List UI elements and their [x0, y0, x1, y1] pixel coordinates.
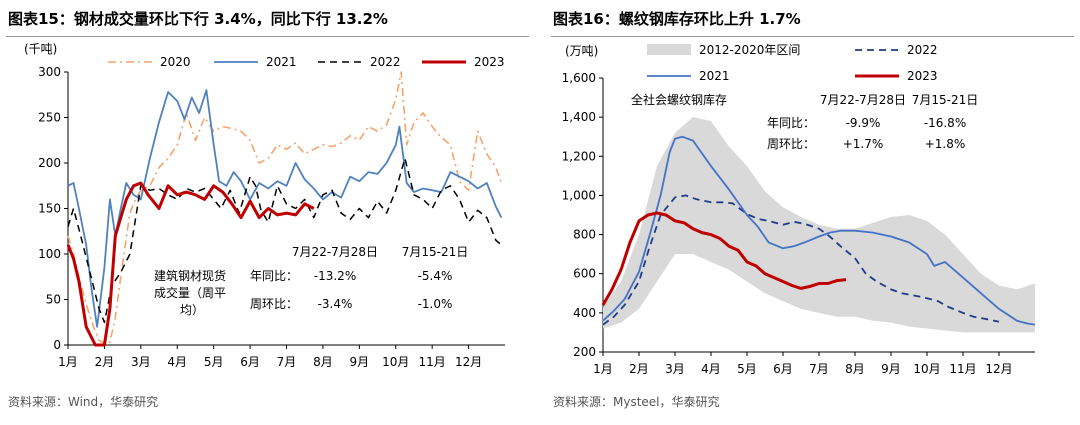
- right-x-tick-label: 12月: [985, 362, 1012, 376]
- right-y-axis-label: (万吨): [565, 44, 598, 58]
- left-y-tick-label: 300: [38, 65, 61, 79]
- left-y-tick-label: 250: [38, 111, 61, 125]
- left-annotation-yoy-b: -5.4%: [418, 269, 453, 283]
- right-legend-label-band: 2012-2020年区间: [699, 43, 800, 57]
- right-legend-label-2022: 2022: [907, 43, 938, 57]
- left-figure-title: 图表15：钢材成交量环比下行 3.4%，同比下行 13.2%: [8, 10, 388, 28]
- left-y-tick-label: 0: [53, 338, 61, 352]
- left-y-tick-label: 200: [38, 156, 61, 170]
- right-annotation-label: 全社会螺纹钢库存: [631, 92, 727, 107]
- right-annotation-header-a: 7月22-7月28日: [820, 93, 906, 107]
- left-x-tick-label: 11月: [419, 355, 446, 369]
- right-title-rule: [551, 36, 1074, 37]
- left-annotation-header-a: 7月22-7月28日: [292, 245, 378, 259]
- left-y-tick-label: 150: [38, 202, 61, 216]
- left-annotation-wow-a: -3.4%: [318, 297, 353, 311]
- right-y-tick-label: 1,000: [562, 188, 596, 202]
- right-series-2023-line: [601, 211, 847, 306]
- left-annotation-wow-b: -1.0%: [418, 297, 453, 311]
- left-legend-label-2022: 2022: [370, 55, 401, 69]
- left-series-2022-line: [67, 157, 502, 324]
- left-annotation-indicator-1: 建筑钢材现货: [154, 268, 226, 283]
- right-y-tick-label: 1,400: [562, 110, 596, 124]
- right-y-tick-label: 400: [573, 306, 596, 320]
- left-y-axis-label: (千吨): [24, 42, 57, 56]
- right-y-tick-label: 800: [573, 228, 596, 242]
- left-x-tick-label: 5月: [204, 355, 224, 369]
- right-y-tick-label: 1,600: [562, 71, 596, 85]
- right-legend-swatch-band: [647, 44, 691, 55]
- left-annotation-indicator-2: 成交量（周平: [154, 285, 226, 300]
- left-x-tick-label: 8月: [313, 355, 333, 369]
- right-x-tick-label: 3月: [665, 362, 685, 376]
- right-figure-title: 图表16：螺纹钢库存环比上升 1.7%: [553, 10, 801, 28]
- right-x-tick-label: 4月: [701, 362, 721, 376]
- left-series-2023-line: [66, 181, 315, 347]
- right-x-tick-label: 1月: [593, 362, 613, 376]
- left-x-tick-label: 12月: [455, 355, 482, 369]
- right-x-tick-label: 6月: [773, 362, 793, 376]
- right-x-tick-label: 11月: [949, 362, 976, 376]
- left-x-tick-label: 6月: [240, 355, 260, 369]
- left-title-rule: [6, 36, 529, 37]
- left-x-tick-label: 7月: [277, 355, 297, 369]
- left-y-tick-label: 100: [38, 247, 61, 261]
- left-legend-label-2020: 2020: [160, 55, 191, 69]
- right-annotation-yoy-label: 年同比：: [767, 116, 815, 130]
- right-band-area: [603, 117, 1035, 333]
- left-line-chart: (千吨) 0 50 100 150 200 250 300 1月 2月 3月 4月 5月 6月 7月 8月 9月…: [24, 42, 505, 369]
- left-x-tick-label: 2月: [95, 355, 115, 369]
- left-x-tick-label: 10月: [382, 355, 409, 369]
- left-x-tick-label: 9月: [350, 355, 370, 369]
- right-x-tick-label: 2月: [629, 362, 649, 376]
- right-x-tick-label: 10月: [913, 362, 940, 376]
- left-series-2021-line: [67, 89, 503, 328]
- left-chart-panel: 图表15：钢材成交量环比下行 3.4%，同比下行 13.2% (千吨) 0 50 10…: [0, 0, 535, 425]
- left-annotation-header-b: 7月15-21日: [402, 245, 469, 259]
- right-series-2022-line: [602, 194, 1000, 326]
- left-annotation-yoy-label: 年同比：: [250, 269, 298, 283]
- left-x-tick-label: 3月: [131, 355, 151, 369]
- left-annotation-wow-label: 周环比：: [250, 297, 298, 311]
- right-legend-label-2023: 2023: [907, 69, 938, 83]
- left-legend-label-2021: 2021: [266, 55, 297, 69]
- left-annotation-yoy-a: -13.2%: [314, 269, 356, 283]
- left-x-tick-label: 1月: [58, 355, 78, 369]
- right-series-2021-line: [602, 135, 1036, 326]
- right-x-tick-label: 9月: [881, 362, 901, 376]
- right-line-chart: (万吨) 200 400 600 800 1,000 1,200 1,400 1,600 1月 2月…: [562, 43, 1036, 376]
- right-annotation-wow-label: 周环比：: [767, 137, 815, 151]
- right-x-tick-label: 8月: [845, 362, 865, 376]
- right-annotation-header-b: 7月15-21日: [912, 93, 979, 107]
- right-annotation-wow-b: +1.8%: [925, 137, 966, 151]
- right-y-tick-label: 1,200: [562, 149, 596, 163]
- left-x-tick-label: 4月: [167, 355, 187, 369]
- left-series-2020-line: [67, 71, 503, 345]
- right-x-tick-label: 7月: [809, 362, 829, 376]
- right-source-note: 资料来源：Mysteel，华泰研究: [553, 395, 720, 409]
- right-chart-panel: 图表16：螺纹钢库存环比上升 1.7% (万吨) 200 400 600 800 1,00…: [545, 0, 1080, 425]
- right-legend-label-2021: 2021: [699, 69, 730, 83]
- left-y-tick-label: 50: [46, 293, 61, 307]
- left-legend-label-2023: 2023: [474, 55, 505, 69]
- left-annotation-indicator-3: 均）: [180, 303, 204, 317]
- right-annotation-yoy-a: -9.9%: [846, 116, 881, 130]
- right-annotation-yoy-b: -16.8%: [924, 116, 966, 130]
- right-y-tick-label: 600: [573, 267, 596, 281]
- right-x-tick-label: 5月: [737, 362, 757, 376]
- right-y-tick-label: 200: [573, 345, 596, 359]
- right-annotation-wow-a: +1.7%: [843, 137, 884, 151]
- left-source-note: 资料来源：Wind，华泰研究: [8, 395, 159, 409]
